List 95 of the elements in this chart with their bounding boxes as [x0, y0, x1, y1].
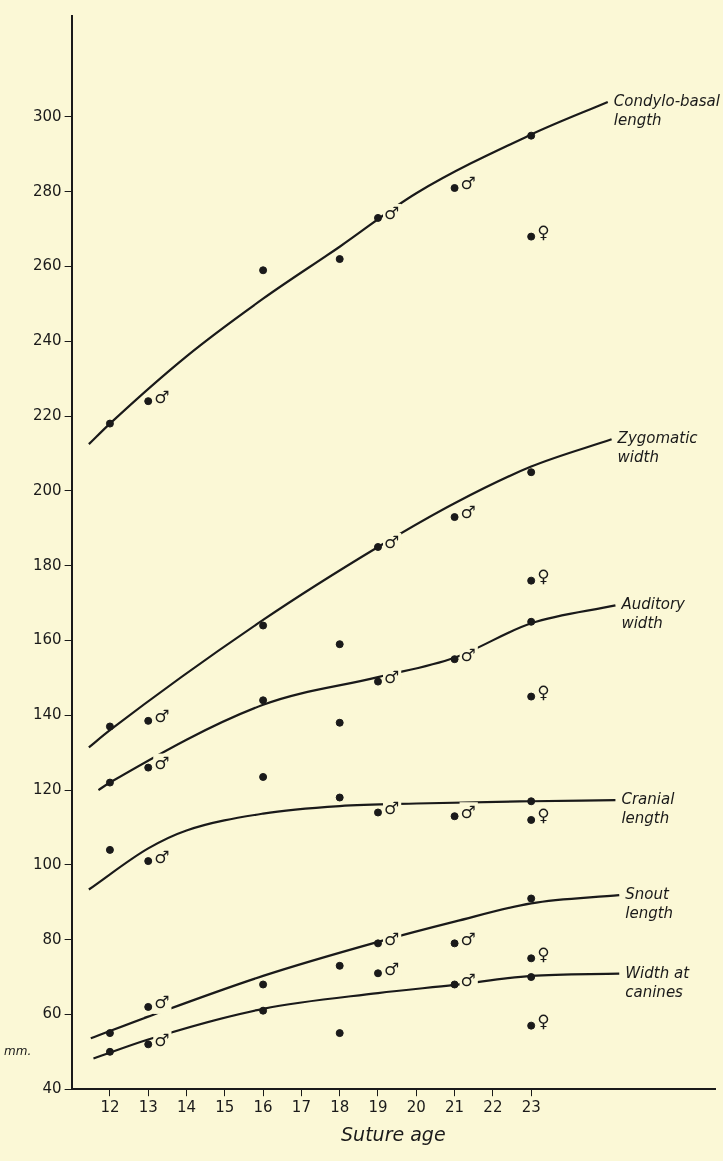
point [144, 716, 153, 725]
data-label: ♂ [460, 801, 476, 822]
data-label: ♀ [537, 943, 550, 964]
y-tick-label: 200 [32, 480, 62, 499]
y-tick-label: 220 [32, 406, 62, 424]
point [144, 763, 153, 772]
data-label: ♂ [384, 667, 400, 688]
line-series [87, 438, 613, 749]
x-tick-label: 16 [253, 1098, 273, 1117]
data-label: ♂ [154, 992, 170, 1013]
y-tick-label: 100 [32, 854, 62, 873]
data-label: ♂ [460, 502, 476, 523]
series-label: Auditory width [620, 595, 687, 633]
data-label: ♀ [537, 681, 550, 702]
point [259, 980, 268, 989]
y-tick-label: 160 [32, 630, 62, 649]
y-tick-label: 140 [32, 705, 62, 724]
y-tick-label: 120 [32, 779, 62, 798]
point [144, 397, 153, 406]
point [450, 513, 459, 522]
line-series [87, 799, 617, 891]
data-label: ♂ [460, 969, 476, 990]
data-label: ♂ [460, 173, 476, 194]
data-label: ♂ [384, 203, 400, 224]
point [259, 621, 268, 630]
x-tick-label: 17 [291, 1098, 311, 1117]
data-label: ♀ [537, 805, 550, 826]
y-tick-label: 60 [42, 1004, 62, 1023]
y-tick-label: 300 [32, 106, 62, 125]
y-tick-label: 260 [32, 256, 62, 275]
point [527, 1021, 536, 1030]
data-label: ♂ [154, 706, 170, 727]
data-label: ♀ [537, 1011, 550, 1032]
y-tick-label: 40 [42, 1079, 62, 1098]
x-axis-title: Suture age [341, 1122, 446, 1145]
data-label: ♂ [460, 644, 476, 665]
line-series [87, 100, 609, 446]
x-tick-label: 23 [521, 1098, 541, 1117]
point [527, 468, 536, 477]
point [144, 857, 153, 866]
point [450, 812, 459, 821]
y-tick-label: 240 [32, 331, 62, 350]
point [527, 954, 536, 963]
point [527, 894, 536, 903]
data-label: ♂ [460, 928, 476, 949]
point [335, 793, 344, 802]
point [335, 718, 344, 727]
point [144, 1002, 153, 1011]
point [259, 772, 268, 781]
series-label: Condylo-basal length [613, 91, 721, 129]
point [105, 845, 114, 854]
point [450, 184, 459, 193]
point [335, 1029, 344, 1038]
x-tick-label: 14 [176, 1098, 197, 1117]
point [335, 961, 344, 970]
y-tick-label: 180 [32, 555, 62, 574]
series-label: Snout length [625, 885, 674, 923]
data-label: ♂ [384, 958, 400, 979]
data-label: ♂ [154, 386, 170, 407]
point [259, 266, 268, 275]
x-tick-label: 20 [406, 1098, 426, 1117]
x-tick-label: 19 [368, 1098, 388, 1117]
data-label: ♀ [537, 222, 550, 243]
point [374, 969, 382, 978]
point [144, 1040, 153, 1049]
x-tick-label: 12 [100, 1098, 120, 1117]
data-label: ♂ [154, 753, 170, 774]
point [335, 640, 344, 649]
series-label: Zygomatic width [616, 429, 699, 467]
data-label: ♂ [384, 532, 400, 553]
point [527, 692, 536, 701]
x-tick-label: 15 [215, 1098, 235, 1117]
x-tick-label: 13 [138, 1098, 158, 1117]
line-series [97, 604, 617, 792]
data-label: ♂ [384, 797, 400, 818]
point [527, 576, 536, 585]
y-axis-title: mm. [4, 1043, 32, 1058]
point [374, 808, 382, 817]
x-tick-label: 22 [483, 1098, 503, 1117]
point [374, 677, 382, 686]
data-label: ♀ [537, 566, 550, 587]
point [335, 255, 344, 264]
point [527, 232, 536, 241]
point [450, 939, 459, 948]
y-tick-label: 280 [32, 181, 62, 200]
x-tick-label: 18 [330, 1098, 350, 1117]
series-label: Width at canines [625, 963, 691, 1001]
x-tick-label: 21 [445, 1098, 465, 1117]
point [527, 815, 536, 824]
data-label: ♂ [154, 1029, 170, 1050]
series-label: Cranial length [621, 790, 676, 828]
y-tick-label: 80 [42, 929, 62, 948]
data-label: ♂ [384, 928, 400, 949]
data-label: ♂ [154, 846, 170, 867]
point [259, 696, 268, 705]
